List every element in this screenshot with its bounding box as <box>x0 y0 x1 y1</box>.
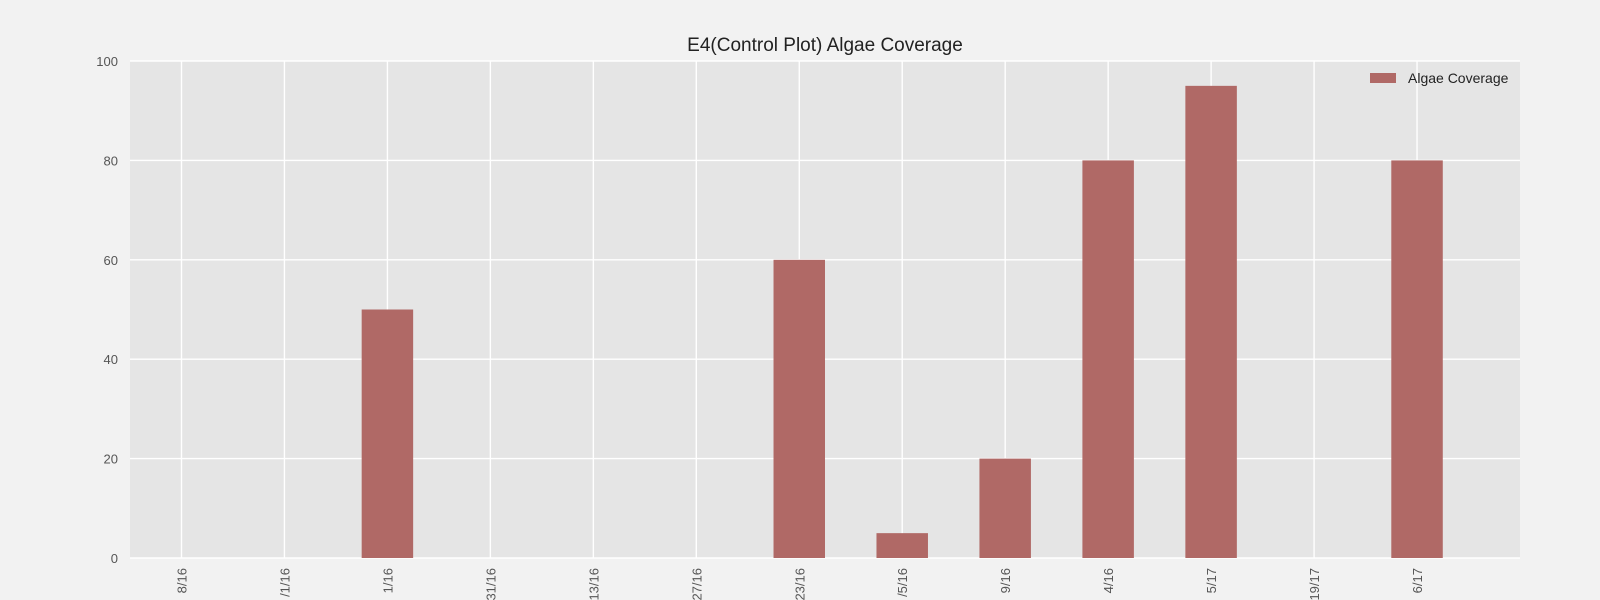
y-tick-label: 80 <box>104 153 118 168</box>
y-tick-label: 100 <box>96 54 118 69</box>
x-tick-label: 31/16 <box>483 568 498 600</box>
x-tick-label: 6/17 <box>1410 568 1425 593</box>
legend-swatch <box>1370 73 1396 83</box>
legend-label: Algae Coverage <box>1408 70 1509 86</box>
x-tick-label: 4/16 <box>1101 568 1116 593</box>
bar <box>1391 160 1443 558</box>
y-tick-label: 0 <box>111 551 118 566</box>
x-tick-label: 19/17 <box>1307 568 1322 600</box>
x-tick-label: 5/17 <box>1204 568 1219 593</box>
y-tick-label: 40 <box>104 352 118 367</box>
x-tick-label: 23/16 <box>792 568 807 600</box>
x-tick-label: 13/16 <box>586 568 601 600</box>
bar <box>876 533 928 558</box>
bars <box>361 85 1443 558</box>
x-axis-ticks: 8/16/1/16 1/16 31/16 13/16 27/16 23/16/5/16 9/… <box>174 568 1425 600</box>
bar <box>1082 160 1134 558</box>
x-tick-label: 27/16 <box>689 568 704 600</box>
legend: Algae Coverage <box>1370 70 1509 86</box>
y-axis-ticks: 0 20 40 60 80 100 <box>96 54 118 566</box>
x-tick-label: /1/16 <box>277 568 292 597</box>
y-tick-label: 20 <box>104 452 118 467</box>
x-tick-label: /5/16 <box>895 568 910 597</box>
x-tick-label: 9/16 <box>998 568 1013 593</box>
x-tick-label: 1/16 <box>380 568 395 593</box>
y-tick-label: 60 <box>104 253 118 268</box>
chart-title: E4(Control Plot) Algae Coverage <box>687 35 963 56</box>
bar <box>979 458 1031 558</box>
bar <box>1185 85 1237 558</box>
bar <box>361 309 414 558</box>
bar <box>773 259 825 558</box>
x-tick-label: 8/16 <box>174 568 189 593</box>
